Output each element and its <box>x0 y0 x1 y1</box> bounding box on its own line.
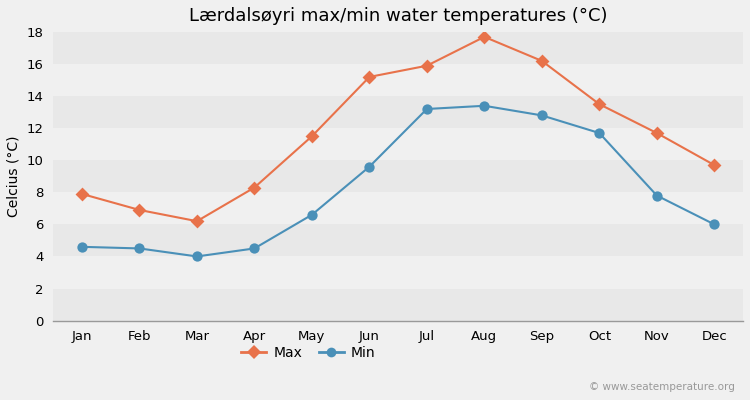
Point <box>191 253 203 260</box>
Bar <box>53 192 743 224</box>
Point <box>593 101 605 107</box>
Legend: Max, Min: Max, Min <box>236 340 381 366</box>
Bar <box>53 64 743 96</box>
Point <box>76 244 88 250</box>
Point <box>306 212 318 218</box>
Bar <box>53 96 743 128</box>
Point <box>191 218 203 224</box>
Bar <box>53 160 743 192</box>
Point <box>76 191 88 197</box>
Point <box>248 184 260 191</box>
Point <box>364 164 376 170</box>
Point <box>708 221 720 228</box>
Point <box>651 192 663 199</box>
Point <box>248 245 260 252</box>
Point <box>421 106 433 112</box>
Point <box>536 58 548 64</box>
Point <box>134 245 146 252</box>
Point <box>421 62 433 69</box>
Point <box>134 207 146 213</box>
Point <box>478 102 490 109</box>
Point <box>306 133 318 140</box>
Point <box>364 74 376 80</box>
Point <box>708 162 720 168</box>
Bar <box>53 256 743 288</box>
Point <box>536 112 548 119</box>
Y-axis label: Celcius (°C): Celcius (°C) <box>7 136 21 217</box>
Point <box>478 34 490 40</box>
Bar <box>53 128 743 160</box>
Bar <box>53 32 743 64</box>
Point <box>593 130 605 136</box>
Text: © www.seatemperature.org: © www.seatemperature.org <box>590 382 735 392</box>
Bar <box>53 288 743 320</box>
Bar <box>53 224 743 256</box>
Title: Lærdalsøyri max/min water temperatures (°C): Lærdalsøyri max/min water temperatures (… <box>189 7 608 25</box>
Point <box>651 130 663 136</box>
